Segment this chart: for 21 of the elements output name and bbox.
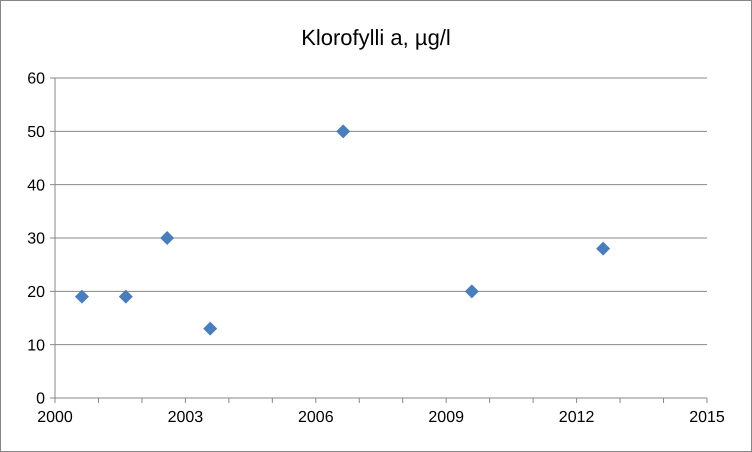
x-tick-label: 2000 bbox=[37, 409, 73, 426]
point bbox=[336, 124, 350, 138]
x-tick-label: 2003 bbox=[168, 409, 204, 426]
x-tick-label: 2009 bbox=[428, 409, 464, 426]
point bbox=[464, 284, 479, 298]
y-tick-label: 50 bbox=[27, 124, 46, 141]
y-tick-label: 10 bbox=[27, 337, 46, 354]
point bbox=[203, 322, 218, 336]
y-tick-label: 40 bbox=[27, 177, 46, 194]
y-tick-label: 60 bbox=[27, 70, 46, 88]
x-tick-label: 2012 bbox=[558, 409, 594, 426]
point bbox=[596, 242, 610, 256]
chart-title: Klorofylli a, µg/l bbox=[301, 25, 451, 50]
point bbox=[74, 290, 89, 304]
x-tick-label: 2006 bbox=[298, 409, 334, 426]
y-tick-label: 30 bbox=[27, 230, 46, 248]
x-tick-label: 2015 bbox=[689, 409, 725, 426]
point bbox=[160, 231, 174, 245]
y-tick-label: 0 bbox=[36, 390, 46, 408]
point bbox=[118, 290, 133, 304]
y-tick-label: 20 bbox=[27, 284, 46, 301]
